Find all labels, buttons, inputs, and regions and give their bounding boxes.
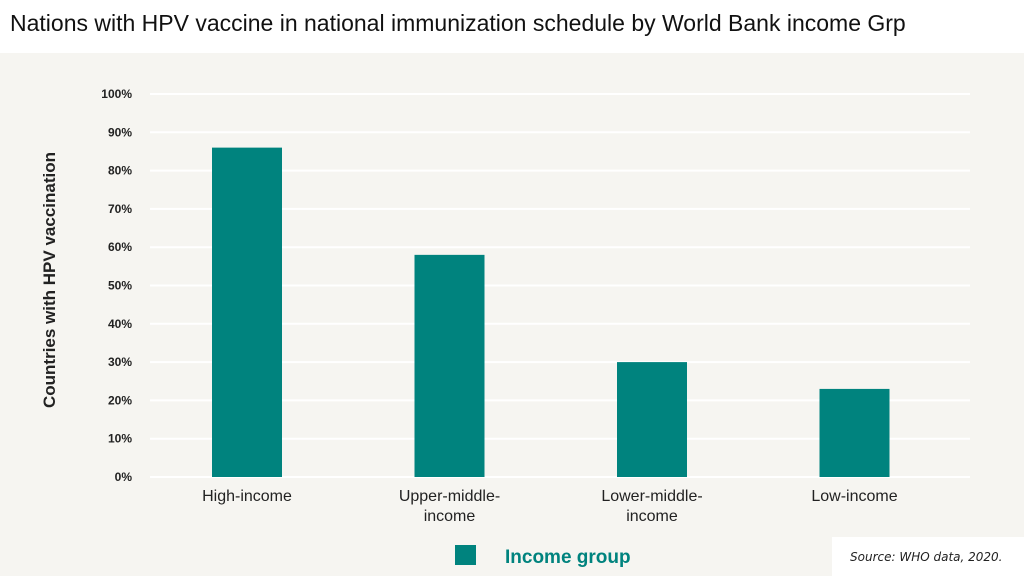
chart-panel [0, 53, 1024, 576]
x-tick-label: Low-income [811, 488, 897, 505]
y-tick-label: 90% [108, 125, 132, 139]
y-tick-label: 30% [108, 355, 132, 369]
legend: Income group [455, 545, 631, 568]
y-tick-label: 50% [108, 279, 132, 293]
y-tick-label: 10% [108, 432, 132, 446]
legend-label: Income group [505, 547, 631, 568]
x-tick-label: High-income [202, 488, 292, 505]
y-tick-label: 100% [101, 87, 132, 101]
y-tick-label: 0% [115, 470, 133, 484]
source-note: Source: WHO data, 2020. [832, 537, 1024, 576]
bar [212, 147, 282, 477]
bar [819, 388, 890, 477]
x-axis-labels: High-income Upper-middle-income Lower-midd… [202, 488, 898, 525]
x-tick-label: income [626, 508, 678, 525]
bar [617, 362, 687, 477]
legend-swatch [455, 545, 476, 565]
x-tick-label: Upper-middle- [399, 488, 500, 505]
bar [414, 254, 485, 477]
y-tick-label: 40% [108, 317, 132, 331]
y-axis-label: Countries with HPV vaccination [40, 152, 59, 408]
y-axis-ticks: 0% 10% 20% 30% 40% 50% 60% 70% 80% 90% 100% [101, 87, 132, 484]
y-tick-label: 70% [108, 202, 132, 216]
y-tick-label: 60% [108, 240, 132, 254]
bars [212, 147, 890, 477]
x-tick-label: Lower-middle- [601, 488, 702, 505]
gridlines [150, 93, 970, 478]
y-tick-label: 80% [108, 164, 132, 178]
x-tick-label: income [424, 508, 476, 525]
y-tick-label: 20% [108, 393, 132, 407]
source-text: Source: WHO data, 2020. [850, 550, 1003, 564]
page-title: Nations with HPV vaccine in national imm… [10, 10, 906, 36]
